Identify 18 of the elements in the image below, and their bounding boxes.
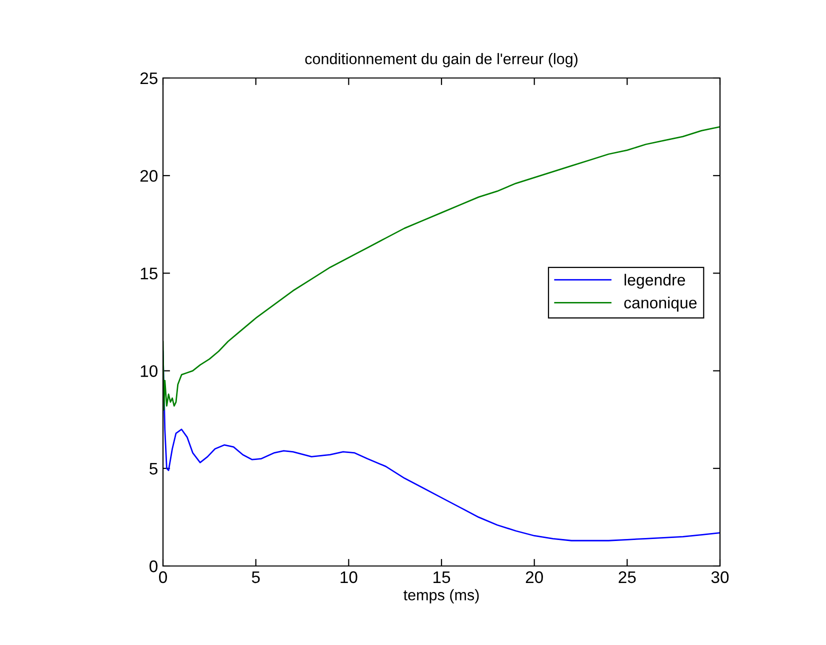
x-tick-label: 25 bbox=[618, 571, 636, 584]
legend-label: canonique bbox=[624, 296, 697, 312]
x-axis-title: temps (ms) bbox=[404, 589, 479, 604]
x-tick-label: 20 bbox=[526, 571, 543, 584]
y-tick-label: 0 bbox=[150, 560, 158, 572]
chart-title: conditionnement du gain de l'erreur (log) bbox=[305, 53, 578, 68]
x-tick-label: 30 bbox=[711, 571, 729, 584]
x-tick-label: 10 bbox=[340, 571, 358, 584]
y-tick-label: 25 bbox=[140, 72, 158, 84]
x-tick-label: 15 bbox=[434, 571, 450, 584]
y-tick-label: 15 bbox=[140, 268, 158, 280]
x-tick-label: 0 bbox=[159, 571, 167, 584]
y-tick-label: 5 bbox=[150, 462, 158, 475]
y-tick-label: 20 bbox=[140, 170, 158, 182]
legend-label: legendre bbox=[624, 274, 686, 289]
line-series bbox=[163, 126, 720, 411]
x-tick-label: 5 bbox=[252, 571, 260, 584]
y-tick-label: 10 bbox=[140, 365, 158, 378]
